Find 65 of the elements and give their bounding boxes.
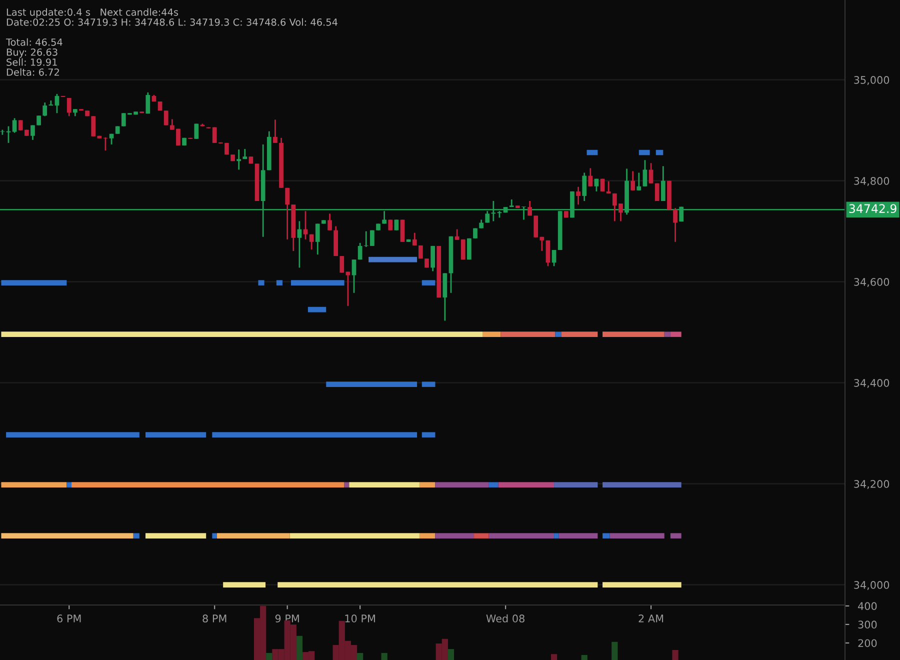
x-tick-label: 2 AM: [638, 614, 664, 622]
candlestick: [648, 162, 654, 184]
y-tick-label: 35,000: [854, 76, 890, 85]
candlestick: [630, 170, 636, 192]
candlestick: [642, 159, 648, 188]
candlestick: [146, 92, 150, 114]
y-tick-label: 34,800: [854, 177, 890, 186]
y-tick-label: 200: [858, 639, 877, 648]
annotation: Date:02:25 O: 34719.3 H: 34748.6 L: 34719.3 C: 34748.6 Vol: 46.54: [6, 18, 338, 26]
candlestick: [412, 232, 417, 246]
x-tick-label: 6 PM: [57, 614, 81, 622]
candlestick: [297, 220, 302, 268]
candlestick: [340, 255, 344, 274]
annotation: Total: 46.54: [6, 38, 62, 46]
candlestick: [394, 218, 399, 231]
candlestick: [54, 93, 60, 114]
candlestick: [454, 228, 460, 241]
candlestick: [12, 117, 17, 134]
x-tick-label: 10 PM: [345, 614, 375, 622]
candlestick: [358, 242, 362, 260]
candlestick: [309, 234, 314, 250]
candlestick: [654, 182, 660, 202]
candlestick: [66, 97, 72, 117]
candlestick: [430, 245, 435, 272]
annotation: Last update:0.4 s Next candle:44s: [6, 8, 178, 18]
y-tick-label: 34,000: [854, 581, 890, 590]
annotation: Sell: 19.91: [6, 58, 57, 66]
y-tick-label: 34,400: [854, 379, 890, 388]
annotation: Delta: 6.72: [6, 68, 59, 76]
x-tick-label: Wed 08: [486, 614, 524, 622]
candlestick: [673, 207, 678, 243]
x-tick-label: 9 PM: [275, 614, 299, 622]
candlestick: [303, 210, 308, 240]
candlestick: [528, 200, 532, 216]
candlestick: [660, 165, 666, 202]
x-tick-label: 8 PM: [202, 614, 226, 622]
y-tick-label: 34,600: [854, 278, 890, 287]
candlestick: [552, 249, 556, 267]
candlestick: [346, 271, 350, 307]
candlestick: [328, 212, 332, 231]
candlestick: [400, 218, 405, 243]
candlestick: [636, 172, 642, 192]
candlestick: [582, 172, 587, 202]
annotation: Buy: 26.63: [6, 48, 58, 58]
candlestick: [352, 258, 356, 294]
y-tick-label: 34,200: [854, 480, 890, 489]
candlestick: [600, 178, 605, 192]
candlestick: [30, 124, 35, 141]
candlestick: [194, 123, 199, 140]
candlestick: [576, 186, 580, 206]
candlestick: [42, 102, 48, 117]
candlestick: [388, 218, 393, 231]
candlestick: [0, 129, 5, 136]
candlestick: [315, 223, 320, 256]
candlestick: [273, 118, 278, 144]
candlestick: [594, 178, 599, 192]
y-tick-label: 400: [858, 602, 877, 610]
candlestick: [588, 167, 593, 188]
candlestick: [546, 240, 550, 267]
candlestick: [606, 180, 611, 194]
y-tick-label: 300: [858, 620, 877, 629]
candlestick: [285, 187, 290, 240]
ref-line-label: 34742.9: [849, 204, 896, 214]
candlestick: [164, 110, 168, 126]
candlestick: [236, 148, 242, 170]
